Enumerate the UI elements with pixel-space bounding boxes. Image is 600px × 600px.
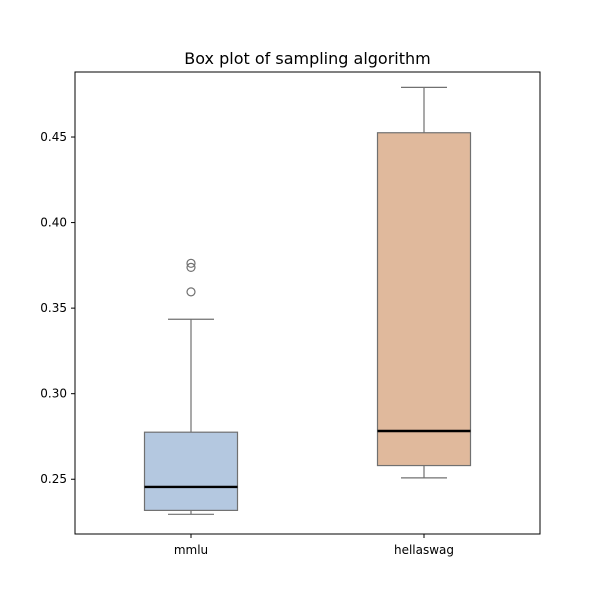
mmlu-box xyxy=(143,431,239,511)
mmlu-outlier-point xyxy=(186,258,196,268)
hellaswag-box xyxy=(376,132,472,467)
axes-frame xyxy=(74,71,541,535)
y-tick-label: 0.30 xyxy=(40,387,67,401)
chart-title: Box plot of sampling algorithm xyxy=(184,49,430,68)
y-tick-label: 0.45 xyxy=(40,130,67,144)
mmlu-outlier-point xyxy=(186,287,196,297)
mmlu-outlier-point xyxy=(186,262,196,273)
x-tick-label: mmlu xyxy=(174,543,208,557)
y-tick-label: 0.35 xyxy=(40,301,67,315)
plot-area: 0.25 0.30 0.35 0.40 0.45 mmlu hellaswag xyxy=(40,86,472,557)
x-tick-label: hellaswag xyxy=(394,543,454,557)
y-tick-label: 0.40 xyxy=(40,216,67,230)
y-tick-label: 0.25 xyxy=(40,472,67,486)
